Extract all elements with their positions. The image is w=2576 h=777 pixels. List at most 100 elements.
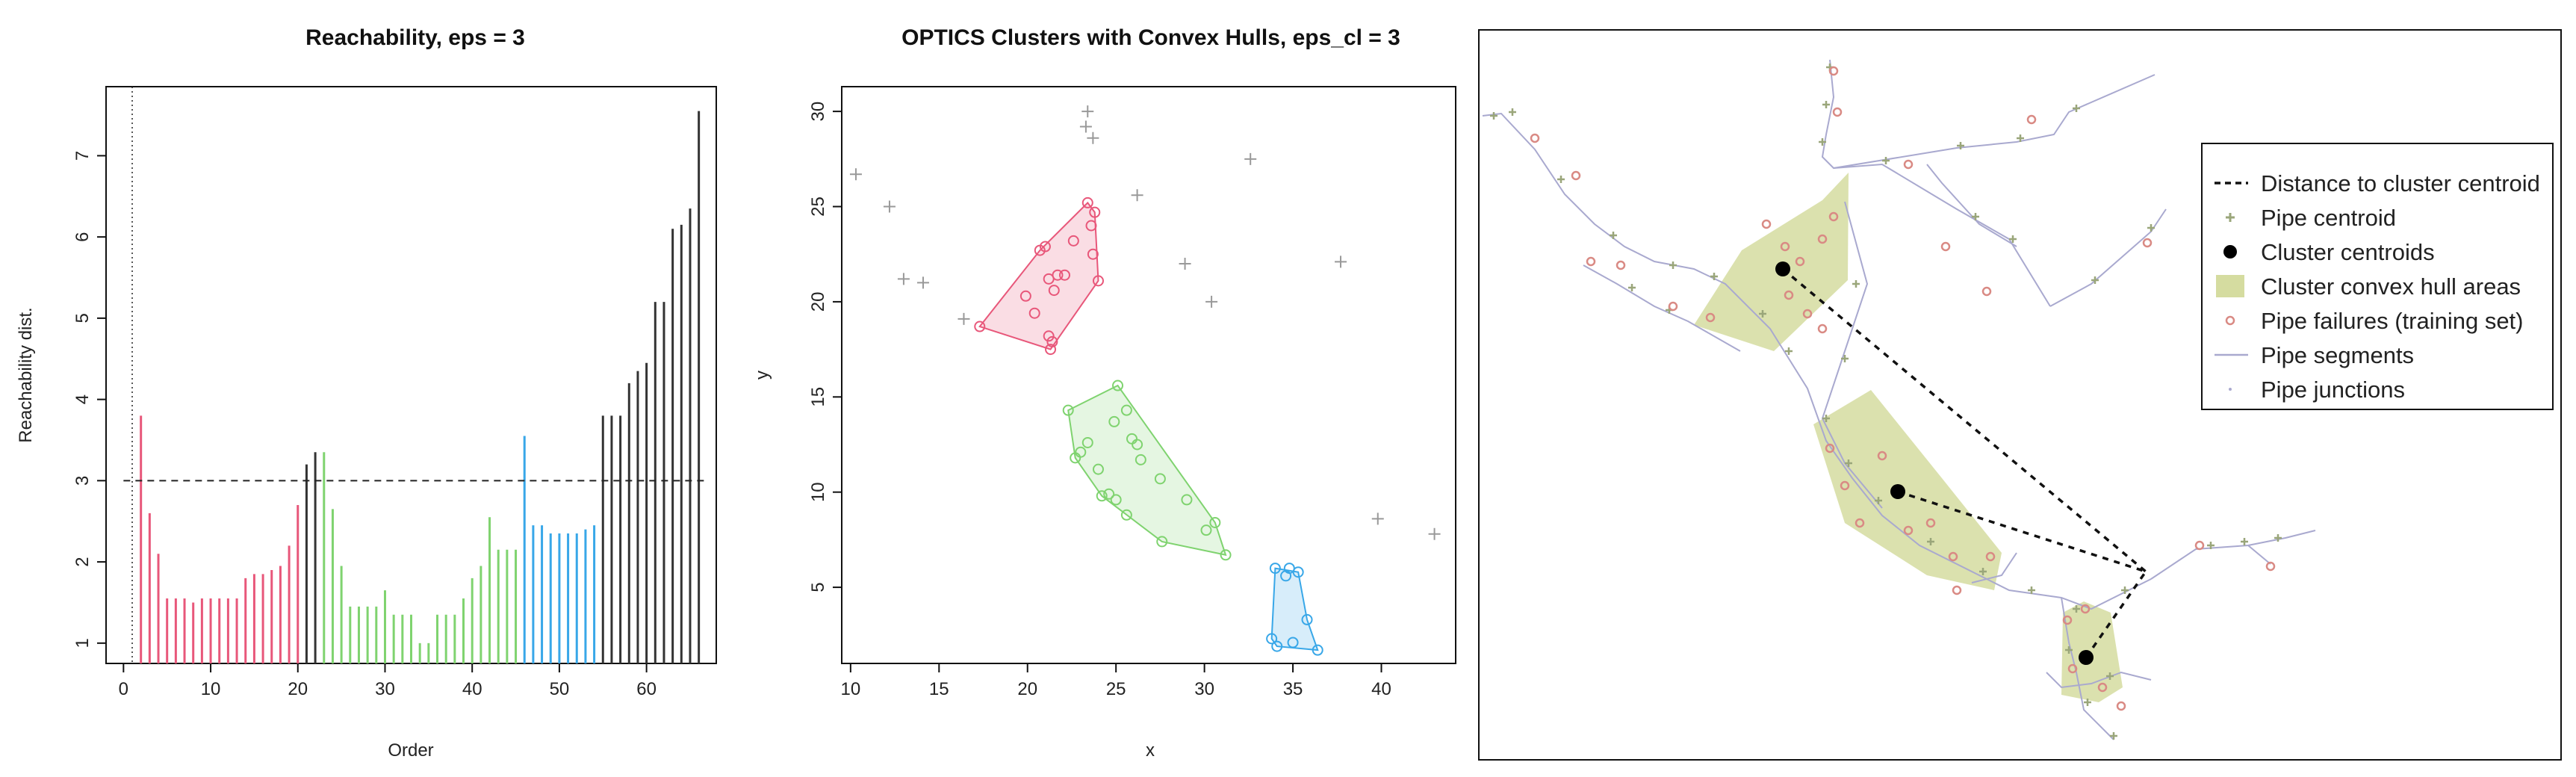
failure-point	[1530, 133, 1540, 143]
cluster-point	[1067, 235, 1079, 247]
noise-point	[1081, 105, 1094, 118]
y-tick-label: 15	[808, 387, 828, 407]
noise-point	[883, 200, 896, 213]
cluster-point	[1312, 644, 1323, 656]
failure-point	[2067, 663, 2078, 674]
y-tick-label: 10	[808, 482, 828, 502]
legend-box	[2201, 143, 2554, 410]
failure-point	[1832, 107, 1843, 117]
cluster-point	[1075, 446, 1087, 458]
failure-point	[1877, 451, 1887, 461]
failure-point	[1616, 260, 1626, 270]
cluster-point	[1062, 404, 1074, 416]
failure-point	[1948, 551, 1958, 562]
pipe-south-spur-2	[2046, 671, 2152, 689]
noise-point	[1179, 257, 1191, 270]
failure-point	[2194, 540, 2205, 551]
centroid-distance-lines	[1781, 267, 2147, 658]
optics-x-label: x	[1146, 740, 1155, 761]
failure-point	[1840, 480, 1850, 491]
pipe-north-branch	[1821, 59, 2156, 170]
failure-point	[2265, 561, 2276, 572]
reachability-title: Reachability, eps = 3	[305, 25, 525, 50]
distance-line-2	[1897, 490, 2147, 573]
failure-point	[1705, 312, 1716, 323]
cluster-hull	[1067, 384, 1227, 557]
cluster-hull	[978, 201, 1099, 350]
x-tick-label: 30	[1194, 679, 1214, 699]
pipe-middle-link	[1821, 201, 1883, 509]
legend-key-pipe-centroid	[2226, 213, 2235, 222]
cluster-point	[1287, 637, 1299, 648]
failure-point	[2116, 701, 2126, 711]
pipe-east-loop	[1833, 163, 2051, 307]
failure-point	[1855, 518, 1865, 528]
cluster-point	[1089, 206, 1101, 218]
cluster-point	[1087, 248, 1099, 260]
cluster-point	[1266, 633, 1278, 645]
failure-point	[1668, 301, 1678, 312]
cluster-point	[1028, 307, 1040, 319]
cluster-point	[1156, 536, 1168, 548]
failure-point	[1925, 518, 1936, 528]
optics-y-axis: 5 10 15 20 25 30	[808, 102, 842, 592]
noise-point	[1335, 256, 1347, 268]
y-tick-label: 6	[72, 232, 93, 241]
cluster-point	[1058, 269, 1070, 281]
failure-point	[1952, 585, 1962, 595]
cluster-point	[1081, 436, 1093, 448]
cluster-point	[1103, 488, 1115, 500]
failure-point	[1981, 286, 1992, 297]
x-tick-label: 25	[1106, 679, 1126, 699]
y-tick-label: 2	[72, 557, 93, 566]
cluster-centroids	[1775, 261, 2094, 665]
cluster-point	[1181, 494, 1193, 506]
reachability-panel: Reachability, eps = 3 Order Reachability…	[16, 25, 717, 761]
y-tick-label: 7	[72, 151, 93, 161]
pipe-failures	[1530, 66, 2276, 711]
failure-point	[1817, 234, 1828, 244]
x-tick-label: 40	[1371, 679, 1391, 699]
y-tick-label: 20	[808, 292, 828, 312]
legend-key-junction	[2229, 388, 2232, 391]
failure-point	[1780, 241, 1790, 252]
pipe-south-link	[1971, 552, 2017, 583]
cluster-point	[1301, 613, 1313, 625]
legend-label-pipe-centroid: Pipe centroid	[2261, 205, 2396, 231]
cluster-point	[1200, 524, 1212, 536]
noise-point	[1371, 513, 1384, 525]
optics-y-label: y	[752, 371, 772, 380]
cluster-point	[1048, 285, 1060, 297]
legend-key-failure	[2225, 315, 2235, 326]
legend-label-hull: Cluster convex hull areas	[2261, 273, 2521, 300]
cluster-point	[1120, 404, 1132, 416]
y-tick-label: 3	[72, 476, 93, 486]
y-tick-label: 5	[72, 313, 93, 323]
noise-point	[1205, 295, 1218, 308]
cluster-point	[1039, 241, 1051, 253]
cluster-centroid-3	[2079, 650, 2094, 665]
x-tick-label: 40	[462, 679, 482, 699]
failure-point	[2080, 604, 2091, 614]
cluster-point	[1135, 453, 1146, 465]
optics-panel: OPTICS Clusters with Convex Hulls, eps_c…	[752, 25, 1456, 761]
reachability-bars	[140, 111, 701, 663]
reachability-x-axis: 0 10 20 30 40 50 60	[119, 663, 657, 699]
distance-line-3	[2085, 571, 2147, 658]
optics-hulls	[978, 201, 1319, 651]
cluster-point	[1092, 463, 1104, 475]
cluster-point	[1081, 196, 1093, 208]
network-map-panel: Distance to cluster centroid Pipe centro…	[1478, 29, 2562, 761]
legend-label-cluster-centroids: Cluster centroids	[2261, 239, 2435, 265]
pipe-south-spur	[2061, 597, 2114, 740]
y-tick-label: 5	[808, 582, 828, 592]
noise-point	[958, 312, 970, 325]
cluster-point	[1046, 335, 1058, 347]
noise-point	[1428, 527, 1441, 540]
pipe-east-loop-2	[2049, 208, 2167, 307]
failure-point	[2062, 615, 2073, 625]
noise-point	[1244, 152, 1257, 165]
cluster-point	[1110, 494, 1122, 506]
x-tick-label: 35	[1283, 679, 1303, 699]
